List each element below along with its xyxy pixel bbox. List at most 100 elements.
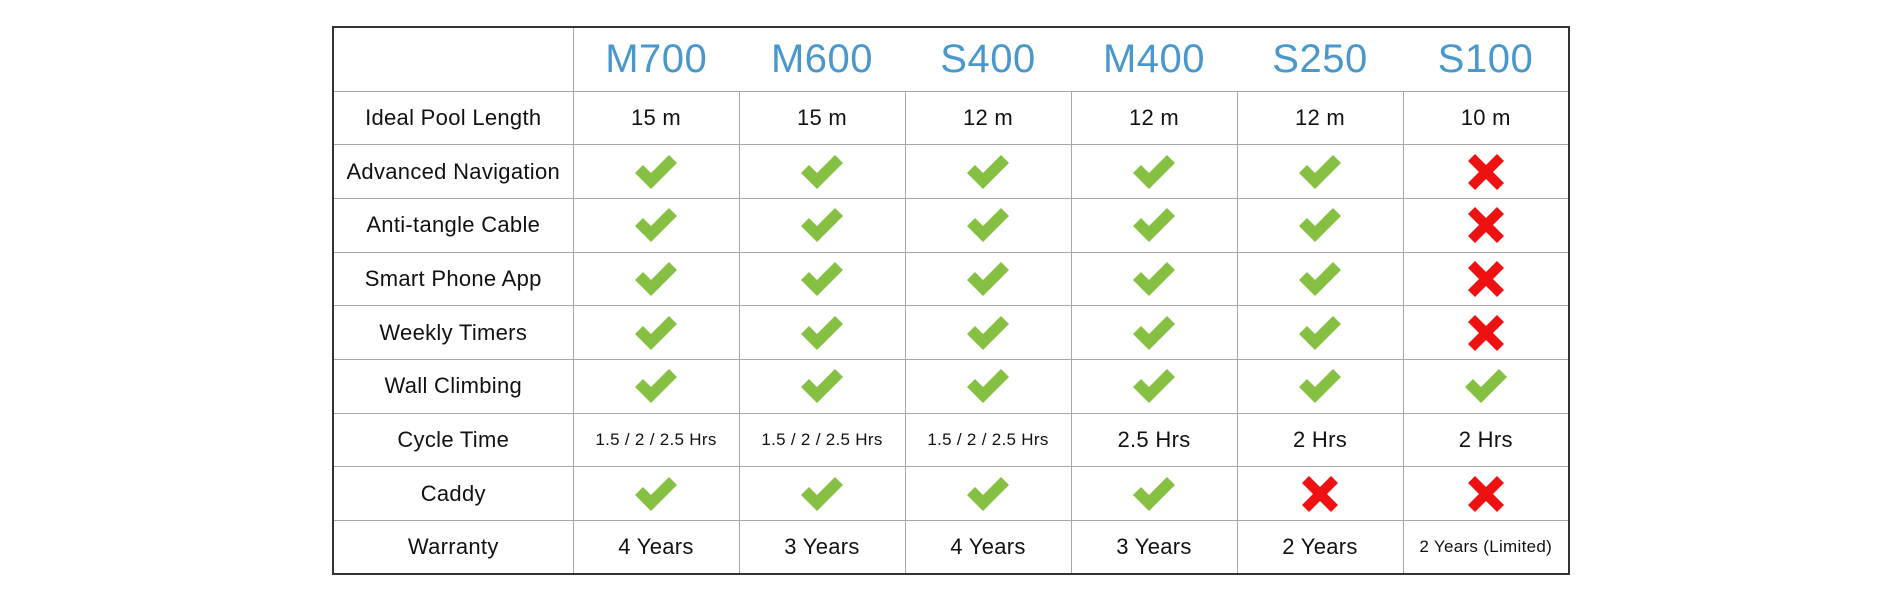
value-text: 1.5 / 2 / 2.5 Hrs (761, 429, 883, 449)
value-cell-m700 (572, 305, 740, 360)
check-icon (1297, 206, 1343, 244)
value-cell-m600 (738, 197, 906, 253)
value-text: 2 Years (Limited) (1419, 537, 1553, 557)
value-cell-m600 (738, 466, 906, 521)
value-cell-s400 (904, 358, 1072, 414)
value-cell-s400 (904, 305, 1072, 360)
value-cell-s100 (1402, 197, 1569, 253)
value-text: 4 Years (950, 534, 1026, 560)
model-header-s100: S100 (1403, 27, 1569, 92)
check-icon (1131, 314, 1177, 352)
check-icon (965, 475, 1011, 513)
value-cell-m700 (572, 144, 740, 199)
value-text: 3 Years (784, 534, 860, 560)
value-cell-s100 (1402, 144, 1569, 199)
value-cell-m700: 15 m (572, 91, 740, 146)
value-text: 3 Years (1116, 534, 1192, 560)
check-icon (1131, 367, 1177, 405)
model-header-row: M700 M600 S400 M400 S250 S100 (333, 27, 1569, 92)
check-icon (1297, 153, 1343, 191)
cross-icon (1466, 259, 1506, 299)
feature-rows: Ideal Pool Length 15 m 15 m 12 m 12 m 12 m 10 … (333, 91, 1569, 575)
check-icon (965, 206, 1011, 244)
check-icon (633, 206, 679, 244)
feature-row-weekly-timers: Weekly Timers (333, 305, 1569, 360)
value-cell-m600: 3 Years (738, 520, 906, 575)
value-cell-s400 (904, 251, 1072, 307)
value-cell-m600: 1.5 / 2 / 2.5 Hrs (738, 412, 906, 468)
value-cell-s250: 2 Hrs (1236, 412, 1404, 468)
check-icon (965, 260, 1011, 298)
check-icon (1297, 260, 1343, 298)
header-corner-cell (333, 27, 574, 92)
model-name: M400 (1102, 36, 1206, 81)
value-text: 2 Years (1282, 534, 1358, 560)
model-header-m600: M600 (739, 27, 905, 92)
check-icon (799, 475, 845, 513)
value-cell-m400 (1070, 144, 1238, 199)
value-text: 1.5 / 2 / 2.5 Hrs (927, 429, 1049, 449)
feature-label: Caddy (333, 466, 574, 521)
feature-row-advanced-navigation: Advanced Navigation (333, 144, 1569, 199)
model-name: S400 (940, 36, 1036, 81)
value-cell-s400: 1.5 / 2 / 2.5 Hrs (904, 412, 1072, 468)
value-cell-m400 (1070, 197, 1238, 253)
value-cell-s250: 2 Years (1236, 520, 1404, 575)
value-text: 12 m (1294, 104, 1346, 130)
feature-row-ideal-pool-length: Ideal Pool Length 15 m 15 m 12 m 12 m 12 m 10 … (333, 91, 1569, 146)
cross-icon (1466, 313, 1506, 353)
check-icon (965, 153, 1011, 191)
check-icon (633, 367, 679, 405)
model-name: S250 (1272, 36, 1368, 81)
check-icon (965, 367, 1011, 405)
feature-row-caddy: Caddy (333, 466, 1569, 521)
value-text: 15 m (796, 104, 848, 130)
value-cell-s250 (1236, 144, 1404, 199)
model-header-s250: S250 (1237, 27, 1403, 92)
value-cell-m400: 2.5 Hrs (1070, 412, 1238, 468)
check-icon (1131, 475, 1177, 513)
value-cell-s400 (904, 144, 1072, 199)
value-text: 4 Years (618, 534, 694, 560)
model-name: M700 (605, 36, 708, 81)
check-icon (799, 206, 845, 244)
feature-row-smart-phone-app: Smart Phone App (333, 251, 1569, 307)
feature-label: Ideal Pool Length (333, 91, 574, 146)
value-cell-m400 (1070, 358, 1238, 414)
value-cell-m700: 4 Years (572, 520, 740, 575)
feature-row-wall-climbing: Wall Climbing (333, 358, 1569, 414)
value-text: 15 m (630, 104, 682, 130)
value-cell-s250 (1236, 466, 1404, 521)
check-icon (799, 314, 845, 352)
check-icon (633, 314, 679, 352)
value-cell-m400 (1070, 251, 1238, 307)
model-comparison-table: M700 M600 S400 M400 S250 S100 Ideal Pool… (332, 26, 1570, 576)
model-name: S100 (1437, 36, 1534, 81)
value-cell-s100 (1402, 305, 1569, 360)
feature-label: Advanced Navigation (333, 144, 574, 199)
check-icon (1131, 260, 1177, 298)
feature-row-cycle-time: Cycle Time 1.5 / 2 / 2.5 Hrs 1.5 / 2 / 2.5… (333, 412, 1569, 468)
value-text: 10 m (1460, 104, 1511, 130)
value-cell-s250: 12 m (1236, 91, 1404, 146)
value-cell-m400 (1070, 305, 1238, 360)
feature-label: Weekly Timers (333, 305, 574, 360)
value-cell-s400: 12 m (904, 91, 1072, 146)
value-text: 2 Hrs (1292, 426, 1348, 452)
cross-icon (1466, 474, 1506, 514)
model-header-s400: S400 (905, 27, 1071, 92)
feature-label: Cycle Time (333, 412, 574, 468)
model-header-m700: M700 (573, 27, 739, 92)
check-icon (799, 367, 845, 405)
value-cell-s250 (1236, 197, 1404, 253)
value-text: 2 Hrs (1458, 426, 1513, 452)
check-icon (1463, 367, 1509, 405)
check-icon (633, 475, 679, 513)
check-icon (799, 153, 845, 191)
value-text: 12 m (962, 104, 1014, 130)
value-cell-m700 (572, 197, 740, 253)
value-text: 12 m (1128, 104, 1180, 130)
feature-row-anti-tangle-cable: Anti-tangle Cable (333, 197, 1569, 253)
value-text: 2.5 Hrs (1117, 426, 1191, 452)
check-icon (1297, 314, 1343, 352)
